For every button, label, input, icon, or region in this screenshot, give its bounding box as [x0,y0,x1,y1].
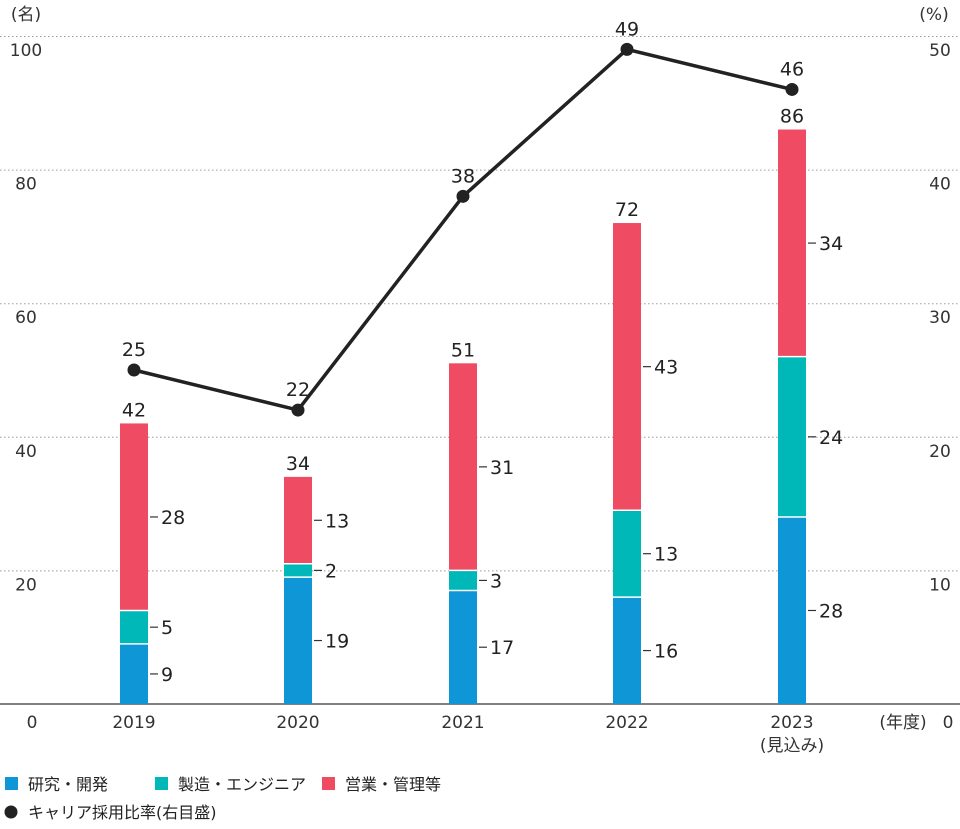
legend-line-marker [4,805,18,819]
x-tick-label: 2019 [112,713,155,733]
ratio-point [620,42,634,56]
legend-label: 製造・エンジニア [178,775,306,794]
ratio-label: 46 [780,58,804,80]
x-axis: 2019 2020 2021 2022 2023 (見込み) 0 0 (年度) [27,713,954,756]
right-tick-label: 30 [929,308,951,328]
ratio-label: 25 [122,339,146,361]
right-tick-label: 10 [929,575,951,595]
segment-label: 13 [654,544,678,566]
segment-label: 34 [819,233,843,255]
left-tick-label: 80 [15,175,37,195]
bar-segment [778,516,806,704]
x-tick-label: 2023 [770,713,813,733]
left-tick-label: 60 [15,308,37,328]
left-axis-unit: (名) [11,5,41,25]
right-tick-label: 40 [929,175,951,195]
segment-labels: 9 5 28 19 2 13 17 3 31 16 13 43 28 24 34 [150,233,843,686]
segment-label: 28 [819,600,843,622]
x-axis-unit: (年度) [879,713,926,733]
segment-label: 9 [161,664,173,686]
bar-segment [449,590,477,704]
segment-label: 16 [654,641,678,663]
left-axis: 20 40 60 80 100 (名) [10,5,42,595]
x-tick-label: 2022 [605,713,648,733]
total-label: 51 [451,339,475,361]
bars [120,129,806,704]
bar-segment [778,129,806,357]
ratio-label: 22 [286,379,310,401]
bar-segment [449,570,477,591]
segment-label: 3 [490,570,502,592]
ratio-line: 25 22 38 49 46 [122,18,804,417]
segment-label: 28 [161,507,185,529]
total-label: 42 [122,399,146,421]
segment-label: 43 [654,357,678,379]
x-tick-sublabel: (見込み) [760,736,824,756]
bar-segment [284,577,312,704]
ratio-point [127,363,141,377]
total-label: 86 [780,106,804,128]
bar-segment [613,223,641,511]
right-tick-label: 20 [929,442,951,462]
bar-segment [120,610,148,644]
left-tick-label: 20 [15,575,37,595]
bar-segment [120,423,148,611]
total-label: 72 [615,199,639,221]
legend-swatch [322,777,335,790]
segment-label: 19 [325,631,349,653]
segment-label: 5 [161,617,173,639]
legend-label: 営業・管理等 [345,775,441,794]
right-zero-label: 0 [943,713,954,733]
legend-swatch [155,777,168,790]
segment-label: 2 [325,560,337,582]
right-tick-label: 50 [929,41,951,61]
bar-segment [613,510,641,598]
segment-label: 13 [325,510,349,532]
bar-segment [120,643,148,704]
total-label: 34 [286,453,310,475]
bar-segment [449,363,477,571]
segment-label: 31 [490,457,514,479]
left-zero-label: 0 [27,713,38,733]
ratio-point [456,189,470,203]
segment-label: 24 [819,427,843,449]
ratio-point [785,82,799,96]
total-labels: 42 34 51 72 86 [122,106,804,475]
bar-segment [613,597,641,704]
ratio-point [291,403,305,417]
legend-line-label: キャリア採用比率(右目盛) [28,803,217,822]
bar-segment [778,356,806,517]
ratio-label: 38 [451,165,475,187]
x-tick-label: 2021 [441,713,484,733]
segment-label: 17 [490,637,514,659]
left-tick-label: 100 [10,41,42,61]
ratio-label: 49 [615,18,639,40]
x-tick-label: 2020 [276,713,319,733]
bar-segment [284,563,312,578]
right-axis: 10 20 30 40 50 (%) [919,5,951,595]
legend-swatch [5,777,18,790]
bar-segment [284,476,312,564]
legend-label: 研究・開発 [28,775,108,794]
left-tick-label: 40 [15,442,37,462]
right-axis-unit: (%) [919,5,948,25]
